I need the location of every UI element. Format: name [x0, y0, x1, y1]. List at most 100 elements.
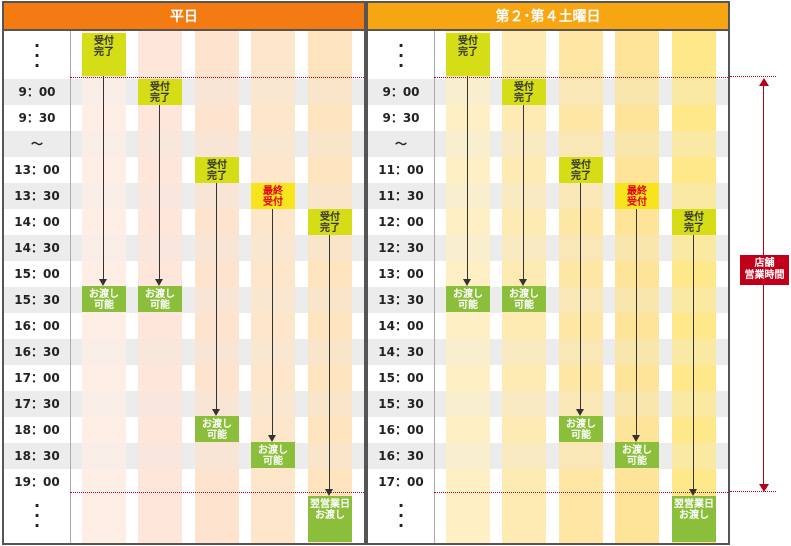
row-band — [368, 339, 728, 365]
row-band — [4, 391, 364, 417]
handover-badge: お渡し 可能 — [559, 416, 603, 442]
arrow-down-icon — [519, 279, 527, 286]
row-band — [368, 443, 728, 469]
time-label: 15：00 — [378, 371, 424, 385]
arrow-down-icon — [576, 409, 584, 416]
time-label: 14：00 — [14, 215, 60, 229]
open-line — [70, 77, 364, 78]
time-label: 19：00 — [14, 475, 60, 489]
row-band — [368, 131, 728, 157]
time-label: 17：30 — [14, 397, 60, 411]
close-line — [434, 492, 728, 493]
time-label: 18：00 — [14, 423, 60, 437]
arrow-line — [636, 209, 637, 435]
time-label: 11：00 — [378, 163, 424, 177]
store-open-line-ext — [730, 76, 776, 77]
handover-badge: お渡し 可能 — [615, 442, 659, 468]
column-stripe-overlay — [308, 31, 352, 543]
bottom-dots: · · · — [397, 496, 405, 535]
store-hours-line — [763, 80, 764, 490]
time-label: 15：30 — [14, 293, 60, 307]
store-close-line-ext — [730, 491, 776, 492]
row-band — [4, 339, 364, 365]
column-stripe-overlay — [559, 31, 603, 543]
time-label: 14：00 — [378, 319, 424, 333]
top-dots: · · · — [397, 36, 405, 75]
handover-badge: お渡し 可能 — [138, 286, 182, 312]
time-label: 14：30 — [378, 345, 424, 359]
time-label: 16：30 — [378, 449, 424, 463]
time-label: 9：00 — [18, 85, 56, 99]
accept-done-badge: 受付 完了 — [138, 79, 182, 105]
accept-done-badge: 受付 完了 — [308, 209, 352, 235]
row-band — [4, 79, 364, 105]
handover-badge: お渡し 可能 — [446, 286, 490, 312]
time-label: 13：00 — [14, 163, 60, 177]
time-label: 13：00 — [378, 267, 424, 281]
bottom-dots: · · · — [33, 496, 41, 535]
row-band — [368, 391, 728, 417]
arrow-line — [272, 209, 273, 435]
time-label: 18：30 — [14, 449, 60, 463]
time-label: 9：30 — [382, 111, 420, 125]
row-band — [4, 235, 364, 261]
time-column — [368, 31, 435, 543]
arrow-down-icon — [325, 489, 333, 496]
store-hours-arrow-up-icon — [759, 78, 769, 86]
time-label: 13：30 — [378, 293, 424, 307]
accept-done-badge: 受付 完了 — [195, 157, 239, 183]
arrow-down-icon — [268, 435, 276, 442]
time-label: 15：30 — [378, 397, 424, 411]
handover-badge: お渡し 可能 — [502, 286, 546, 312]
time-label: 〜 — [30, 137, 43, 151]
arrow-down-icon — [155, 279, 163, 286]
arrow-down-icon — [212, 409, 220, 416]
accept-done-badge: 受付 完了 — [672, 209, 716, 235]
arrow-line — [467, 76, 468, 279]
weekday-panel: 平日 9：00 9：30 〜 13：00 13：30 14：00 14：30 15：00 15：… — [2, 1, 366, 545]
saturday-panel: 第２･第４土曜日 9：00 9：30 〜 11：00 11：30 12：00 12：30 13… — [366, 1, 730, 545]
store-hours-arrow-down-icon — [759, 484, 769, 492]
time-label: 9：00 — [382, 85, 420, 99]
time-label: 12：00 — [378, 215, 424, 229]
handover-badge: お渡し 可能 — [251, 442, 295, 468]
handover-badge: お渡し 可能 — [82, 286, 126, 312]
column-stripe-overlay — [195, 31, 239, 543]
row-band — [4, 131, 364, 157]
weekday-header: 平日 — [4, 3, 364, 31]
row-band — [4, 443, 364, 469]
time-label: 13：30 — [14, 189, 60, 203]
arrow-down-icon — [463, 279, 471, 286]
accept-done-badge: 受付 完了 — [559, 157, 603, 183]
time-label: 9：30 — [18, 111, 56, 125]
handover-badge: お渡し 可能 — [195, 416, 239, 442]
open-line — [434, 77, 728, 78]
store-hours-label: 店舗 営業時間 — [740, 255, 789, 285]
time-label: 12：30 — [378, 241, 424, 255]
arrow-line — [103, 76, 104, 279]
arrow-line — [159, 105, 160, 279]
arrow-down-icon — [99, 279, 107, 286]
arrow-line — [216, 183, 217, 409]
time-label: 15：00 — [14, 267, 60, 281]
top-dots: · · · — [33, 36, 41, 75]
time-label: 16：00 — [14, 319, 60, 333]
row-band — [368, 235, 728, 261]
arrow-line — [523, 105, 524, 279]
row-band — [4, 183, 364, 209]
next-day-handover-badge: 翌営業日 お渡し — [672, 496, 716, 542]
arrow-line — [693, 235, 694, 489]
time-label: 16：30 — [14, 345, 60, 359]
accept-done-badge: 受付 完了 — [446, 33, 490, 76]
time-label: 17：00 — [378, 475, 424, 489]
time-label: 11：30 — [378, 189, 424, 203]
time-column — [4, 31, 71, 543]
arrow-line — [329, 235, 330, 489]
row-band — [368, 183, 728, 209]
row-band — [368, 287, 728, 313]
saturday-header: 第２･第４土曜日 — [368, 3, 728, 31]
arrow-down-icon — [632, 435, 640, 442]
arrow-down-icon — [689, 489, 697, 496]
time-label: 17：00 — [14, 371, 60, 385]
row-band — [368, 79, 728, 105]
